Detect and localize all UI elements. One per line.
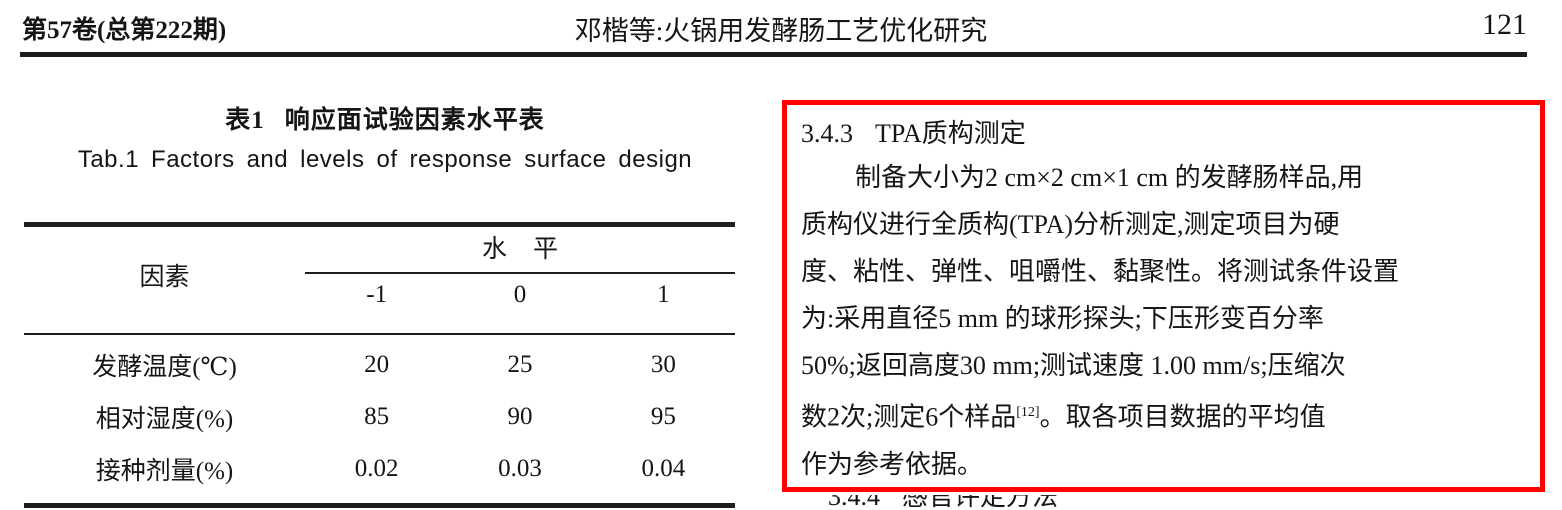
table-caption-cn-label: 表1	[225, 107, 265, 134]
caption-word-5: response	[409, 146, 513, 173]
row-factor-name: 接种剂量(%)	[95, 458, 234, 485]
column-header-level-minus1: -1	[366, 281, 388, 308]
caption-word-3: levels	[300, 146, 365, 173]
column-header-level-1: 1	[657, 281, 670, 308]
cell-level-minus1: 0.02	[354, 455, 399, 482]
table-bottom-rule	[24, 503, 735, 508]
clipped-next-section-heading: 3.4.4 感官评定方法	[782, 495, 1545, 510]
column-header-level-0: 0	[513, 281, 527, 308]
table-row: 发酵温度(℃) 20 25 30	[24, 339, 735, 391]
reference-marker: [12]	[1016, 405, 1040, 420]
paragraph-line-4: 为:采用直径5 mm 的球形探头;下压形变百分率	[801, 304, 1324, 333]
caption-word-7: design	[618, 146, 693, 173]
table-top-rule	[24, 222, 735, 227]
paragraph-line-2: 质构仪进行全质构(TPA)分析测定,测定项目为硬	[801, 210, 1340, 239]
section-number: 3.4.3	[801, 119, 853, 148]
table-header-zone: 因素 水平 -1 0 1	[24, 227, 735, 333]
cell-level-1: 30	[650, 351, 676, 378]
section-title: TPA质构测定	[875, 119, 1026, 148]
caption-word-4: of	[376, 146, 398, 173]
cell-level-1: 0.04	[641, 455, 686, 482]
level-sub-headers: -1 0 1	[305, 281, 735, 309]
factors-levels-table: 因素 水平 -1 0 1 发酵温度(℃) 20 25 30	[24, 222, 735, 508]
section-heading: 3.4.3 TPA质构测定	[801, 113, 1540, 150]
row-factor-name: 相对湿度(%)	[95, 406, 234, 433]
cell-level-0: 25	[507, 351, 533, 378]
cell-level-0: 0.03	[498, 455, 542, 482]
paragraph-line-6-tail: 。取各项目数据的平均值	[1039, 402, 1326, 432]
paragraph-line-7: 作为参考依据。	[801, 449, 984, 479]
caption-word-6: surface	[524, 146, 607, 173]
level-group-span-rule	[305, 272, 735, 274]
table-body: 发酵温度(℃) 20 25 30 相对湿度(%) 85 90 95 接种剂量(%…	[24, 339, 735, 503]
table-caption-cn-title: 响应面试验因素水平表	[284, 107, 545, 134]
paragraph-line-1-text: 制备大小为2 cm×2 cm×1 cm 的发酵肠样品,用	[855, 163, 1364, 192]
row-factor-name: 发酵温度(℃)	[92, 354, 237, 381]
caption-word-1: Factors	[151, 146, 235, 173]
clipped-section-title: 感官评定方法	[902, 495, 1059, 510]
cell-level-minus1: 85	[364, 403, 390, 430]
paragraph-line-1: 制备大小为2 cm×2 cm×1 cm 的发酵肠样品,用	[801, 154, 1526, 201]
clipped-next-section-text: 3.4.4 感官评定方法	[828, 495, 1058, 510]
paragraph-line-5: 50%;返回高度30 mm;测试速度 1.00 mm/s;压缩次	[801, 351, 1346, 380]
cell-level-1: 95	[650, 403, 676, 430]
page-header: 第57卷(总第222期) 邓楷等:火锅用发酵肠工艺优化研究 121	[0, 0, 1562, 52]
table-row: 相对湿度(%) 85 90 95	[24, 391, 735, 443]
cell-level-minus1: 20	[364, 351, 390, 378]
header-rule	[20, 52, 1527, 57]
column-header-factor: 因素	[139, 264, 190, 291]
table-header-rule	[24, 333, 735, 335]
level-group-char-2: 平	[533, 236, 559, 263]
page-number: 121	[1482, 8, 1527, 41]
paragraph-line-6: 数2次;测定6个样品[12]。取各项目数据的平均值	[801, 389, 1526, 441]
level-group-char-1: 水	[481, 236, 507, 263]
running-title: 邓楷等:火锅用发酵肠工艺优化研究	[574, 16, 988, 46]
column-group-header-level: 水平	[305, 229, 735, 265]
clipped-section-number: 3.4.4	[828, 495, 880, 510]
highlight-annotation-box: 3.4.3 TPA质构测定 制备大小为2 cm×2 cm×1 cm 的发酵肠样品,…	[782, 100, 1545, 492]
table-caption-en-label: Tab.1	[77, 146, 140, 173]
caption-word-2: and	[246, 146, 289, 173]
volume-issue-label: 第57卷(总第222期)	[22, 17, 227, 44]
paragraph-line-3: 度、粘性、弹性、咀嚼性、黏聚性。将测试条件设置	[801, 257, 1400, 286]
table-caption-chinese: 表1 响应面试验因素水平表	[0, 100, 770, 136]
cell-level-0: 90	[507, 403, 533, 430]
paragraph-line-6-text: 数2次;测定6个样品	[801, 402, 1017, 432]
section-body-paragraph: 制备大小为2 cm×2 cm×1 cm 的发酵肠样品,用 质构仪进行全质构(TP…	[801, 154, 1526, 487]
table-caption-english: Tab.1 Factors and levels of response surface de…	[0, 146, 770, 174]
left-column: 表1 响应面试验因素水平表 Tab.1 Factors and levels of resp…	[0, 62, 770, 510]
table-row: 接种剂量(%) 0.02 0.03 0.04	[24, 443, 735, 495]
